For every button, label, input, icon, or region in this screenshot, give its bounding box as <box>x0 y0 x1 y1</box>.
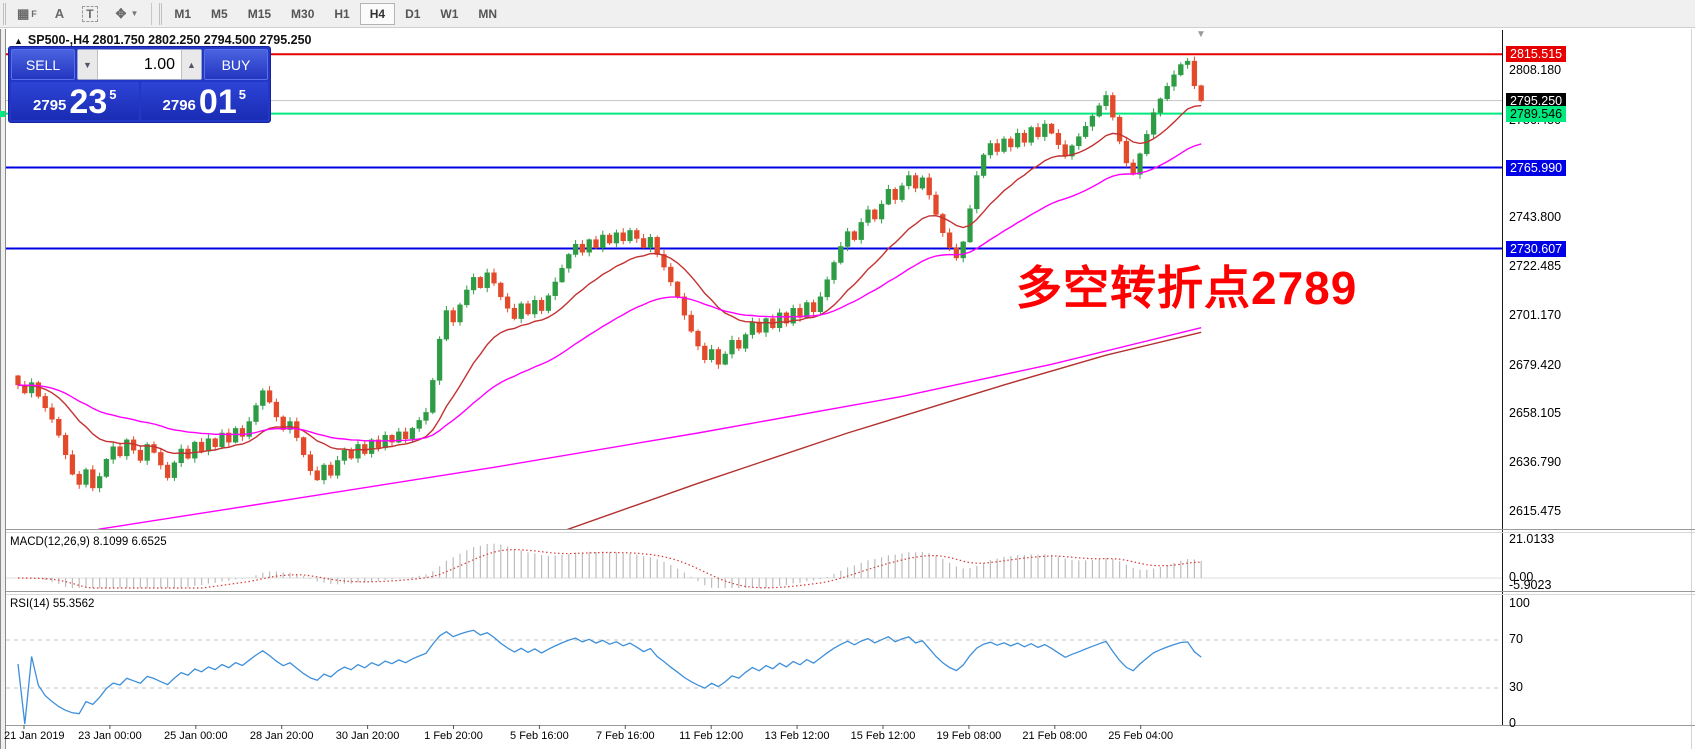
collapse-triangle-icon[interactable]: ▲ <box>14 36 23 46</box>
buy-price-big: 01 <box>198 82 237 121</box>
text-tool-icon[interactable]: A <box>54 6 65 21</box>
price-badge-2730.607: 2730.607 <box>1506 240 1567 257</box>
rsi-tick-30: 30 <box>1509 680 1523 694</box>
volume-decrease-button[interactable]: ▼ <box>78 50 98 79</box>
window-right-edge <box>1691 29 1692 749</box>
chart-title: ▲ SP500-,H4 2801.750 2802.250 2794.500 27… <box>14 33 312 47</box>
price-badge-2789.546: 2789.546 <box>1506 105 1567 122</box>
buy-price-pips: 5 <box>238 87 246 102</box>
date-label-1: 23 Jan 00:00 <box>78 730 142 742</box>
date-axis[interactable]: 21 Jan 2019 23 Jan 00:00 25 Jan 00:00 28 Ja… <box>0 727 1695 749</box>
date-label-8: 11 Feb 12:00 <box>679 730 744 742</box>
timeframe-button-w1[interactable]: W1 <box>440 6 459 21</box>
price-tick-2679.420: 2679.420 <box>1509 357 1562 372</box>
date-label-6: 5 Feb 16:00 <box>510 730 569 742</box>
date-label-2: 25 Jan 00:00 <box>163 730 228 742</box>
price-tick-2808.180: 2808.180 <box>1509 63 1562 77</box>
price-axis-line <box>1502 30 1503 725</box>
toolbar-grip <box>3 2 8 25</box>
rsi-label: RSI(14) 55.3562 <box>10 598 95 610</box>
date-label-10: 15 Feb 12:00 <box>850 730 916 742</box>
macd-label: MACD(12,26,9) 8.1099 6.6525 <box>10 536 167 548</box>
price-badge-2795.250: 2795.250 <box>1506 92 1567 109</box>
volume-increase-button[interactable]: ▲ <box>181 50 201 79</box>
separator-main-macd[interactable] <box>6 529 1695 530</box>
buy-price-base: 2796 <box>162 97 196 114</box>
date-label-12: 21 Feb 08:00 <box>1022 730 1088 742</box>
buy-button[interactable]: BUY <box>204 49 268 80</box>
separator-rsi-dates <box>6 725 1695 726</box>
volume-input[interactable]: 1.00 <box>143 55 175 73</box>
macd-tick-0.00: 0.00 <box>1509 570 1534 584</box>
date-label-13: 25 Feb 04:00 <box>1108 730 1174 742</box>
timeframe-button-d1[interactable]: D1 <box>405 6 421 21</box>
volume-spinner: ▼ 1.00 ▲ <box>77 49 202 80</box>
macd-tick-21.0133: 21.0133 <box>1509 532 1555 546</box>
sell-button[interactable]: SELL <box>11 49 75 80</box>
sell-price-pips: 5 <box>109 87 117 102</box>
sell-price-display[interactable]: 2795 23 5 <box>11 82 139 120</box>
timeframe-button-m1[interactable]: M1 <box>174 6 192 21</box>
toolbar: ▦ F A T ✥ ▼ M1 M5 M15 M30 H1 H4 D1 W1 MN <box>0 0 1695 28</box>
date-label-9: 13 Feb 12:00 <box>764 730 830 742</box>
date-label-5: 1 Feb 20:00 <box>424 730 483 742</box>
sell-price-big: 23 <box>69 82 108 121</box>
timeframe-button-h1[interactable]: H1 <box>334 6 350 21</box>
window-left-edge <box>0 29 6 749</box>
price-tick-2743.800: 2743.800 <box>1509 210 1562 225</box>
macd-tick--5.9023: -5.9023 <box>1509 578 1552 592</box>
date-label-0: 21 Jan 2019 <box>4 730 65 742</box>
price-tick-2636.790: 2636.790 <box>1509 455 1562 470</box>
date-label-3: 28 Jan 20:00 <box>249 730 314 742</box>
price-badge-2815.515: 2815.515 <box>1506 46 1567 63</box>
buy-price-display[interactable]: 2796 01 5 <box>140 82 268 121</box>
price-axis[interactable]: 2808.1802786.4502743.8002722.4852701.170… <box>1503 0 1693 749</box>
price-tick-2701.170: 2701.170 <box>1509 307 1562 322</box>
rsi-tick-100: 100 <box>1509 596 1530 610</box>
one-click-trade-panel: SELL ▼ 1.00 ▲ BUY 2795 23 5 2796 01 5 <box>8 46 271 123</box>
price-tick-2658.105: 2658.105 <box>1509 406 1562 421</box>
separator-macd-rsi-2 <box>6 594 1695 595</box>
objects-arrow-icon[interactable]: ✥ ▼ <box>115 5 139 21</box>
date-label-11: 19 Feb 08:00 <box>936 730 1002 742</box>
separator-main-macd-2 <box>6 532 1695 533</box>
toolbar-grip-2 <box>159 2 164 25</box>
rsi-tick-70: 70 <box>1509 632 1523 646</box>
rsi-tick-0: 0 <box>1509 716 1516 730</box>
timeframe-button-m5[interactable]: M5 <box>211 6 228 21</box>
date-label-7: 7 Feb 16:00 <box>595 730 655 742</box>
toolbar-separator <box>151 2 153 25</box>
price-tick-2615.475: 2615.475 <box>1509 504 1562 518</box>
timeframe-button-h4[interactable]: H4 <box>359 2 396 25</box>
chart-shift-marker-icon[interactable]: ▼ <box>1196 29 1206 40</box>
timeframe-button-mn[interactable]: MN <box>478 6 498 21</box>
indicators-icon[interactable]: ▦ F <box>17 5 37 21</box>
timeframe-button-m15[interactable]: M15 <box>247 6 272 21</box>
separator-macd-rsi[interactable] <box>6 591 1695 592</box>
annotation-text: 多空转折点2789 <box>1016 262 1358 314</box>
price-badge-2765.990: 2765.990 <box>1506 159 1567 176</box>
price-tick-2722.485: 2722.485 <box>1509 259 1562 274</box>
text-label-icon[interactable]: T <box>73 2 106 26</box>
sell-price-base: 2795 <box>33 97 67 114</box>
green-line-edge-mark <box>0 111 5 117</box>
date-label-4: 30 Jan 20:00 <box>335 730 400 742</box>
chart-title-text: SP500-,H4 2801.750 2802.250 2794.500 279… <box>27 33 312 47</box>
timeframe-button-group: M1 M5 M15 M30 H1 H4 D1 W1 MN <box>164 2 507 25</box>
timeframe-button-m30[interactable]: M30 <box>291 6 315 21</box>
